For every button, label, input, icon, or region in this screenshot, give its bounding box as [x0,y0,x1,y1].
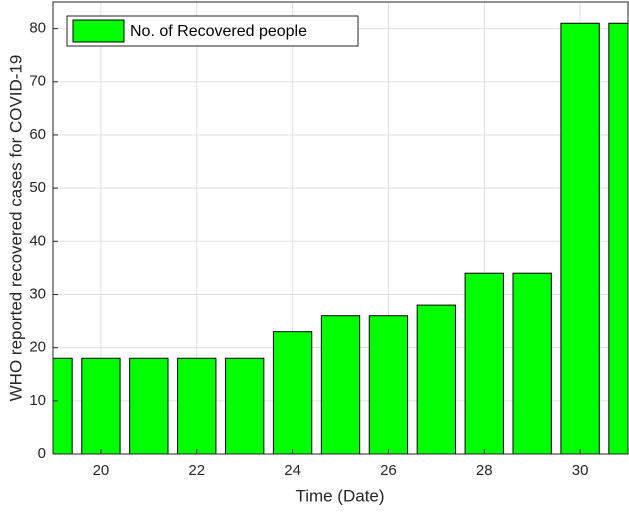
bar [53,357,73,454]
bar [129,357,169,454]
x-tick-label: 26 [380,462,397,479]
legend: No. of Recovered people [66,15,359,47]
y-tick-label: 0 [38,445,46,462]
bar [177,357,217,454]
y-tick-label: 20 [29,339,46,356]
y-tick-label: 50 [29,179,46,196]
bars [53,22,628,454]
bar [512,272,552,454]
bar [560,22,600,454]
y-tick-label: 70 [29,73,46,90]
x-tick-label: 30 [572,462,589,479]
x-tick-label: 24 [284,462,301,479]
bar [464,272,504,454]
legend-swatch [72,19,125,43]
y-tick-label: 30 [29,285,46,302]
y-tick-label: 40 [29,232,46,249]
x-tick-label: 28 [476,462,493,479]
axes-box [52,1,629,455]
y-tick-label: 60 [29,126,46,143]
bar [81,357,121,454]
bar [416,304,456,454]
y-axis-label: WHO reported recovered cases for COVID-1… [6,55,25,402]
bar [608,22,628,454]
bar [368,315,409,454]
bar [320,315,361,454]
legend-label: No. of Recovered people [130,23,307,40]
bar [225,357,265,454]
x-axis-label: Time (Date) [295,486,384,505]
x-tick-label: 22 [188,462,205,479]
x-tick-label: 20 [93,462,110,479]
axes: 0 10 20 30 40 50 60 70 80 20 22 24 26 28 30 [29,1,629,479]
y-tick-label: 10 [29,392,46,409]
bar [272,331,313,454]
y-tick-label: 80 [29,20,46,37]
